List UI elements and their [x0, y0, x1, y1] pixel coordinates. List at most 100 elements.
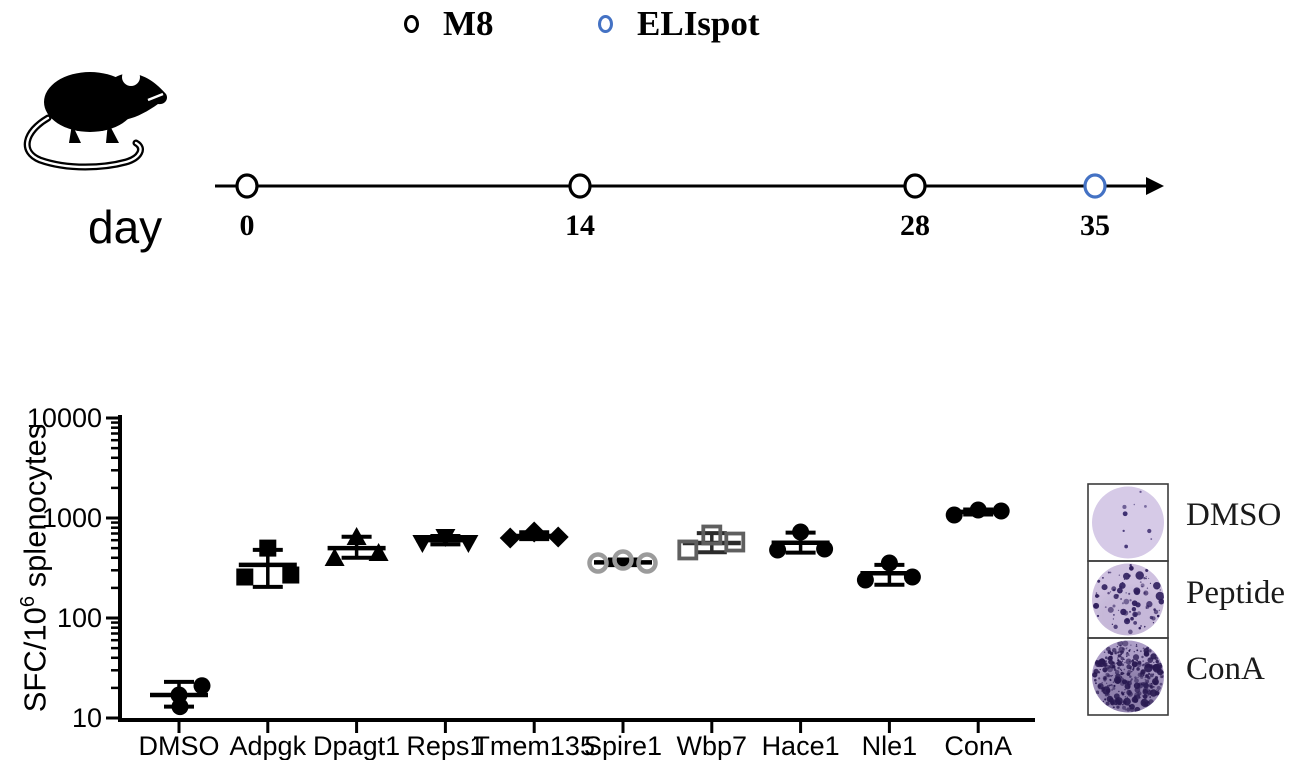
spot — [1116, 660, 1123, 667]
spot — [1120, 656, 1124, 661]
data-point — [346, 526, 367, 545]
data-group-hace1 — [769, 523, 834, 559]
spot — [1146, 587, 1149, 589]
data-group-tmem135 — [499, 521, 569, 549]
spot — [1136, 659, 1138, 662]
data-point — [523, 521, 545, 543]
mouse-mouth — [147, 92, 164, 102]
well-background — [1092, 486, 1164, 559]
spot — [1145, 576, 1147, 578]
spot — [1122, 529, 1125, 533]
data-point — [816, 540, 834, 558]
x-category-label: Adpgk — [230, 731, 307, 760]
spot-large — [1097, 658, 1106, 668]
spot — [1106, 646, 1111, 652]
spot — [1109, 591, 1112, 593]
spot — [1132, 660, 1134, 663]
spot — [1132, 654, 1140, 661]
data-point — [903, 568, 921, 586]
timeline-day-number: 0 — [239, 209, 255, 242]
spot — [1094, 678, 1097, 682]
data-point — [368, 542, 389, 561]
data-point — [458, 535, 479, 554]
data-point — [324, 548, 345, 567]
data-point — [969, 501, 987, 519]
spot — [1093, 668, 1099, 675]
data-point — [435, 528, 456, 547]
spot — [1148, 577, 1150, 580]
y-axis-title-suffix: splenocytes — [17, 423, 53, 597]
spot — [1155, 659, 1159, 664]
spot — [1149, 582, 1152, 585]
spot — [1125, 648, 1127, 650]
spot — [1160, 675, 1164, 678]
well-label-cona: ConA — [1186, 651, 1265, 687]
well-spots — [1122, 490, 1153, 549]
well-image-cona — [1087, 637, 1169, 716]
spot-large — [1143, 648, 1149, 654]
timeline-event-circle — [568, 173, 592, 199]
spot — [1126, 647, 1128, 649]
spot — [1104, 664, 1107, 667]
data-group-cona — [945, 501, 1010, 524]
spot — [1094, 676, 1096, 678]
data-point — [171, 698, 189, 716]
spot — [1145, 653, 1148, 656]
spot — [1129, 565, 1134, 571]
data-point — [769, 541, 787, 559]
spot — [1142, 647, 1145, 650]
well-frame — [1087, 637, 1169, 716]
spot — [1107, 655, 1113, 661]
x-category-label: Reps1 — [406, 731, 484, 760]
spot — [1139, 581, 1142, 584]
spot — [1122, 504, 1127, 510]
spot — [1145, 578, 1147, 580]
spot — [1109, 650, 1111, 652]
spot — [1159, 589, 1162, 591]
timeline-arrowhead — [1146, 177, 1164, 195]
data-point — [412, 535, 433, 554]
spot — [1117, 654, 1121, 658]
timeline-day-number: 28 — [900, 209, 930, 242]
spot — [1097, 579, 1101, 583]
data-point — [193, 677, 211, 695]
well-shade — [1094, 666, 1162, 713]
spot — [1117, 659, 1120, 662]
data-point — [236, 568, 254, 586]
spot — [1110, 653, 1113, 655]
data-point — [259, 539, 277, 557]
spot-large — [1152, 663, 1160, 671]
spot — [1128, 660, 1131, 663]
spot — [1122, 511, 1128, 517]
spot — [1095, 593, 1099, 598]
data-point — [587, 552, 609, 574]
data-group-wbp7 — [677, 524, 746, 561]
data-group-dmso — [150, 677, 211, 716]
spot — [1135, 643, 1138, 646]
timeline-day-number: 35 — [1080, 209, 1110, 242]
spot-large — [1153, 582, 1161, 590]
x-category-label: Hace1 — [762, 731, 840, 760]
spot — [1126, 655, 1128, 658]
x-category-label: Spire1 — [584, 731, 662, 760]
spot — [1107, 571, 1110, 574]
spot-large — [1108, 659, 1113, 665]
spot — [1125, 652, 1130, 656]
mouse-leg — [106, 122, 119, 143]
well-label-peptide: Peptide — [1186, 575, 1285, 611]
data-point — [677, 539, 699, 561]
spot — [1129, 564, 1132, 567]
timeline-event-circle — [235, 173, 259, 199]
legend-label-m8: M8 — [443, 4, 494, 43]
x-category-label: DMSO — [139, 731, 220, 760]
spot — [1099, 668, 1101, 671]
spot — [1133, 503, 1136, 506]
spot — [1140, 583, 1145, 588]
timeline-day-number: 14 — [565, 209, 595, 242]
spot — [1103, 651, 1106, 653]
well-image-peptide — [1087, 560, 1169, 639]
mouse-body — [44, 72, 136, 132]
spot — [1103, 669, 1107, 673]
well-tint — [1092, 564, 1164, 636]
